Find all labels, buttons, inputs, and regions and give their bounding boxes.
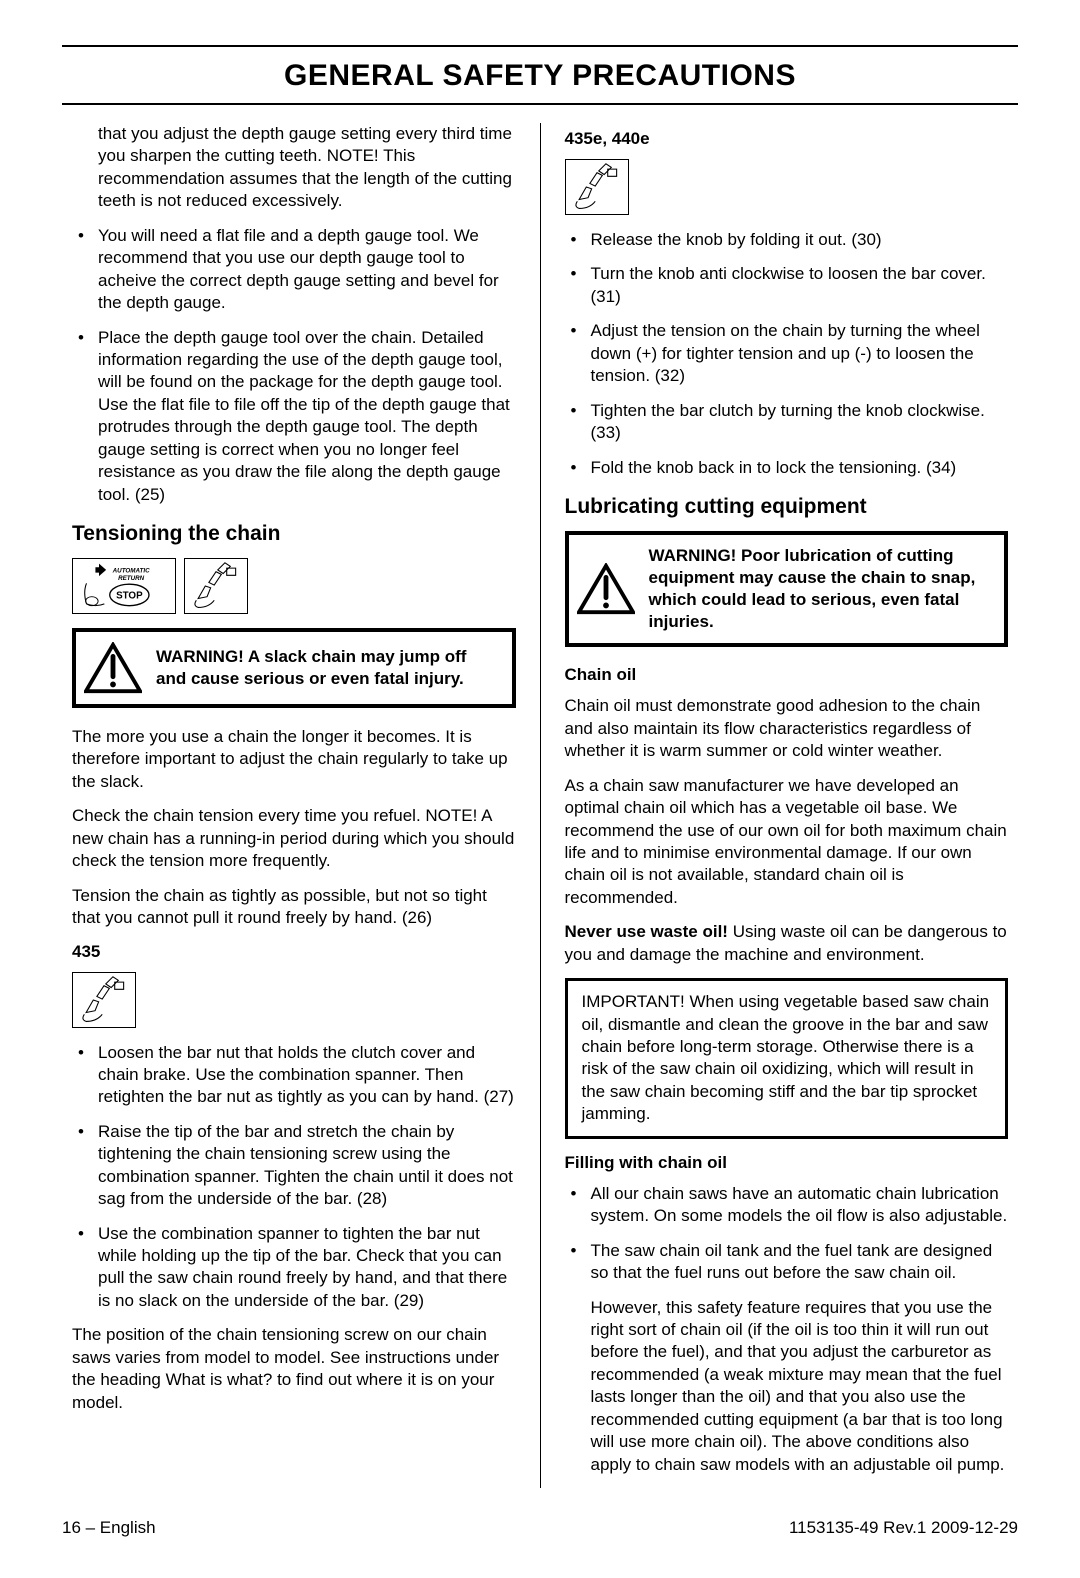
list-item: Turn the knob anti clockwise to loosen t… [565,263,1009,308]
chain-oil-para: Chain oil must demonstrate good adhesion… [565,695,1009,762]
right-column: 435e, 440e Release the knob by folding i… [541,123,1019,1488]
list-item: Use the combination spanner to tighten t… [72,1223,516,1313]
tension-para: The more you use a chain the longer it b… [72,726,516,793]
page-title: GENERAL SAFETY PRECAUTIONS [62,59,1018,93]
filling-para: However, this safety feature requires th… [565,1297,1009,1477]
top-rule [62,45,1018,47]
model-435e-heading: 435e, 440e [565,129,1009,149]
content-columns: that you adjust the depth gauge setting … [62,123,1018,1488]
depth-gauge-list: You will need a flat file and a depth ga… [72,225,516,506]
model-435e-icon-row [565,159,1009,215]
svg-text:RETURN: RETURN [118,575,145,582]
hand-icon [72,972,136,1028]
left-column: that you adjust the depth gauge setting … [62,123,541,1488]
tension-screw-para: The position of the chain tensioning scr… [72,1324,516,1414]
warning-triangle-icon [577,563,635,615]
chain-oil-para: As a chain saw manufacturer we have deve… [565,775,1009,910]
list-item: Fold the knob back in to lock the tensio… [565,457,1009,479]
hand-icon [565,159,629,215]
list-item: All our chain saws have an automatic cha… [565,1183,1009,1228]
model-435-icon-row [72,972,516,1028]
list-item: Loosen the bar nut that holds the clutch… [72,1042,516,1109]
title-rule [62,103,1018,105]
chain-oil-heading: Chain oil [565,665,1009,685]
list-item: Place the depth gauge tool over the chai… [72,327,516,507]
never-waste-oil-bold: Never use waste oil! [565,922,728,941]
warning-slack-chain: WARNING! A slack chain may jump off and … [72,628,516,708]
footer-left: 16 – English [62,1518,156,1538]
page-footer: 16 – English 1153135-49 Rev.1 2009-12-29 [62,1518,1018,1538]
list-item: Raise the tip of the bar and stretch the… [72,1121,516,1211]
tension-icon-row: AUTOMATIC RETURN STOP [72,558,516,614]
svg-text:AUTOMATIC: AUTOMATIC [112,568,150,575]
list-item: Adjust the tension on the chain by turni… [565,320,1009,387]
important-box: IMPORTANT! When using vegetable based sa… [565,978,1009,1139]
chain-oil-waste-para: Never use waste oil! Using waste oil can… [565,921,1009,966]
warning-text: WARNING! Poor lubrication of cutting equ… [649,545,993,633]
filling-list: All our chain saws have an automatic cha… [565,1183,1009,1285]
list-item: You will need a flat file and a depth ga… [72,225,516,315]
important-text: IMPORTANT! When using vegetable based sa… [582,991,992,1126]
intro-para: that you adjust the depth gauge setting … [72,123,516,213]
tensioning-heading: Tensioning the chain [72,522,516,546]
list-item: Tighten the bar clutch by turning the kn… [565,400,1009,445]
lubricating-heading: Lubricating cutting equipment [565,495,1009,519]
svg-text:STOP: STOP [116,591,143,602]
model-435e-list: Release the knob by folding it out. (30)… [565,229,1009,479]
list-item: Release the knob by folding it out. (30) [565,229,1009,251]
warning-lubrication: WARNING! Poor lubrication of cutting equ… [565,531,1009,647]
model-435-heading: 435 [72,942,516,962]
warning-text: WARNING! A slack chain may jump off and … [156,646,500,690]
warning-triangle-icon [84,642,142,694]
filling-heading: Filling with chain oil [565,1153,1009,1173]
hand-icon [184,558,248,614]
model-435-list: Loosen the bar nut that holds the clutch… [72,1042,516,1313]
list-item: The saw chain oil tank and the fuel tank… [565,1240,1009,1285]
footer-right: 1153135-49 Rev.1 2009-12-29 [789,1518,1018,1538]
tension-para: Check the chain tension every time you r… [72,805,516,872]
tension-para: Tension the chain as tightly as possible… [72,885,516,930]
stop-icon: AUTOMATIC RETURN STOP [72,558,176,614]
